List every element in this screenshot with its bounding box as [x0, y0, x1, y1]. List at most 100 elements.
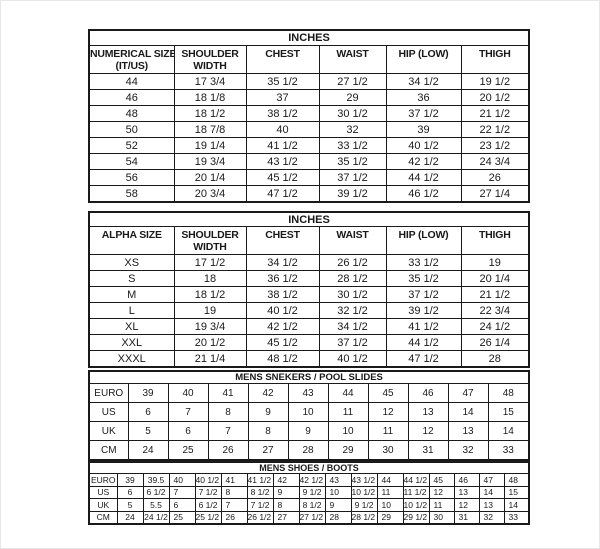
table-cell: 14 — [503, 498, 530, 512]
table-cell: 13 — [447, 421, 489, 441]
table-cell: 34 1/2 — [245, 254, 320, 271]
table-cell: 7 — [207, 421, 249, 441]
table-row: UK 5 5.5 6 6 1/2 7 7 1/2 8 8 1/2 9 9 1/2 10 10 1/2 11… — [88, 498, 530, 512]
table-cell: 8 — [207, 402, 249, 422]
table-cell: 30 1/2 — [318, 286, 387, 303]
table-cell: 25 — [167, 440, 209, 461]
table-cell: XS — [88, 254, 175, 271]
table-cell: 30 1/2 — [318, 105, 387, 122]
table-cell: 44 — [88, 73, 175, 90]
table-cell: 32 — [478, 510, 505, 525]
table-cell: 13 — [478, 498, 505, 512]
table-cell: 11 — [367, 421, 409, 441]
table-cell: 41 1/2 — [245, 137, 320, 154]
table-cell: 37 — [245, 89, 320, 106]
table-cell: 5.5 — [142, 498, 170, 512]
table-cell: 18 — [173, 270, 247, 287]
table-cell: 13 — [453, 485, 480, 499]
table-cell: 29 — [318, 89, 387, 106]
table-row: M 18 1/2 38 1/2 30 1/2 37 1/2 21 1/2 — [88, 286, 530, 303]
table-cell: 54 — [88, 153, 175, 170]
column-header-line: WIDTH — [193, 241, 227, 253]
table-cell: 40 — [167, 383, 209, 403]
row-header: CM — [88, 440, 129, 461]
column-header-line: SHOULDER — [181, 229, 239, 241]
table-cell: 32 — [318, 121, 387, 138]
table-cell: 39.5 — [142, 473, 170, 487]
table-cell: 27 1/4 — [460, 185, 530, 203]
table-cell: 47 — [478, 473, 505, 487]
table-cell: 14 — [447, 402, 489, 422]
table-cell: 28 — [324, 510, 352, 525]
table-cell: 7 1/2 — [246, 498, 274, 512]
table-title-row: MENS SNEKERS / POOL SLIDES — [88, 370, 530, 384]
table-cell: 12 — [453, 498, 480, 512]
table-row: 54 19 3/4 43 1/2 35 1/2 42 1/2 24 3/4 — [88, 153, 530, 170]
table-row: US 6 6 1/2 7 7 1/2 8 8 1/2 9 9 1/2 10 10 1/2 11 11 1… — [88, 485, 530, 499]
table-cell: M — [88, 286, 175, 303]
table-cell: 38 1/2 — [245, 105, 320, 122]
table-cell: 38 1/2 — [245, 286, 320, 303]
table-cell: 9 — [272, 485, 300, 499]
table-title: INCHES — [88, 211, 530, 227]
column-header: SHOULDER WIDTH — [173, 45, 247, 74]
table-cell: 8 1/2 — [298, 498, 326, 512]
table-cell: 35 1/2 — [318, 153, 387, 170]
row-header: EURO — [88, 473, 118, 487]
table-cell: 19 3/4 — [173, 318, 247, 335]
table-cell: 24 — [127, 440, 169, 461]
column-header-line: (IT/US) — [115, 60, 149, 72]
table-cell: 6 — [168, 498, 196, 512]
table-cell: 10 — [376, 498, 404, 512]
table-cell: 6 — [127, 402, 169, 422]
table-cell: 39 — [127, 383, 169, 403]
table-cell: L — [88, 302, 175, 319]
table-cell: 47 1/2 — [385, 350, 462, 368]
table-cell: 26 1/4 — [460, 334, 530, 351]
table-cell: 39 1/2 — [385, 302, 462, 319]
column-header: THIGH — [460, 226, 530, 255]
column-header-line: NUMERICAL SIZE — [90, 48, 174, 60]
table-cell: 23 1/2 — [460, 137, 530, 154]
column-header-line: HIP (LOW) — [398, 48, 449, 60]
table-cell: 26 1/2 — [318, 254, 387, 271]
table-cell: 11 — [428, 498, 455, 512]
table-title-row: INCHES — [88, 211, 530, 227]
row-header: US — [88, 485, 118, 499]
table-cell: 25 1/2 — [194, 510, 222, 525]
table-cell: 20 1/4 — [460, 270, 530, 287]
table-cell: 37 1/2 — [318, 169, 387, 186]
column-header-line: ALPHA SIZE — [101, 229, 162, 241]
table-cell: 48 — [503, 473, 530, 487]
table-cell: 42 1/2 — [298, 473, 326, 487]
table-cell: 11 — [327, 402, 369, 422]
table-cell: 7 — [168, 485, 196, 499]
table-cell: 44 — [376, 473, 404, 487]
table-row: 58 20 3/4 47 1/2 39 1/2 46 1/2 27 1/4 — [88, 185, 530, 203]
table-cell: XXL — [88, 334, 175, 351]
table-cell: 45 1/2 — [245, 169, 320, 186]
table-cell: 6 1/2 — [142, 485, 170, 499]
table-cell: 26 — [207, 440, 249, 461]
column-header-line: SHOULDER — [181, 48, 239, 60]
table-cell: 20 1/4 — [173, 169, 247, 186]
table-cell: 43 1/2 — [245, 153, 320, 170]
table-cell: 13 — [407, 402, 449, 422]
table-cell: 19 1/4 — [173, 137, 247, 154]
table-cell: 7 — [167, 402, 209, 422]
table-cell: 25 — [168, 510, 196, 525]
table-cell: 21 1/4 — [173, 350, 247, 368]
table-cell: 6 1/2 — [194, 498, 222, 512]
table-title: MENS SNEKERS / POOL SLIDES — [88, 370, 530, 384]
table-cell: 5 — [127, 421, 169, 441]
table-cell: 27 1/2 — [298, 510, 326, 525]
shoes-size-table: MENS SHOES / BOOTS EURO 39 39.5 40 40 1/2 41 41… — [88, 461, 531, 525]
table-cell: 45 — [428, 473, 455, 487]
table-cell: 33 1/2 — [318, 137, 387, 154]
table-cell: 11 — [376, 485, 404, 499]
table-cell: 46 — [88, 89, 175, 106]
table-cell: 15 — [487, 402, 530, 422]
table-cell: 24 1/2 — [142, 510, 170, 525]
column-header-line: HIP (LOW) — [398, 229, 449, 241]
